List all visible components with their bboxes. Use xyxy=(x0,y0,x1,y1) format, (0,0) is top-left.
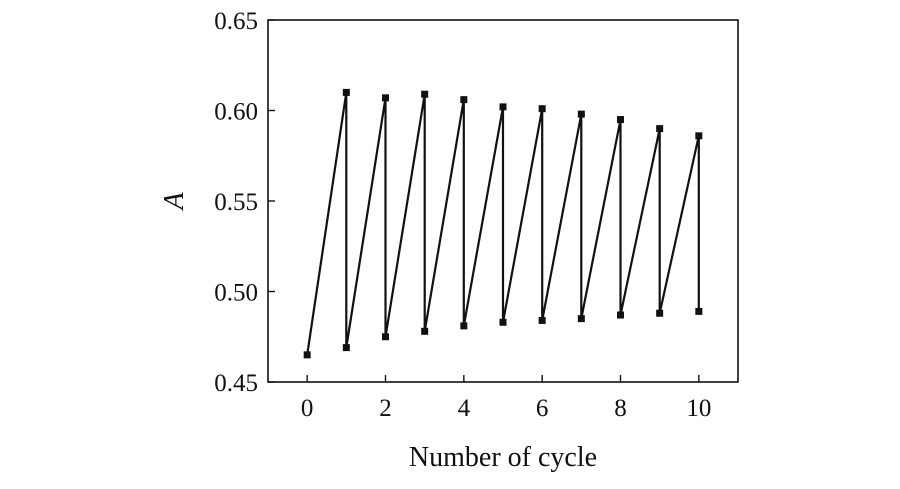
data-point xyxy=(577,315,585,323)
data-point xyxy=(421,327,429,335)
data-point xyxy=(617,311,624,319)
tick-labels: 0 2 4 6 8 10 0.45 0.50 0.55 0.60 0.65 xyxy=(214,8,711,422)
data-point xyxy=(695,307,703,315)
data-point xyxy=(499,103,507,111)
data-point xyxy=(382,94,389,102)
data-point xyxy=(617,116,624,124)
x-tick-label: 6 xyxy=(536,395,549,422)
y-tick-label: 0.65 xyxy=(214,8,258,35)
x-tick-label: 4 xyxy=(458,395,471,422)
x-tick-label: 2 xyxy=(379,395,392,422)
data-series xyxy=(303,88,703,359)
data-point xyxy=(538,316,546,324)
y-tick-label: 0.60 xyxy=(214,99,258,126)
x-tick-label: 10 xyxy=(686,395,711,422)
data-point xyxy=(342,88,350,96)
data-point xyxy=(460,322,468,330)
y-tick-label: 0.50 xyxy=(214,280,258,307)
x-tick-label: 0 xyxy=(301,395,314,422)
y-axis-label: A xyxy=(159,192,190,212)
y-tick-label: 0.55 xyxy=(214,189,258,216)
data-point xyxy=(577,110,585,118)
x-tick-label: 8 xyxy=(614,395,627,422)
data-point xyxy=(382,333,389,341)
data-point xyxy=(342,344,350,352)
y-tick-label: 0.45 xyxy=(214,370,258,397)
data-point xyxy=(421,90,429,98)
data-point xyxy=(695,132,703,140)
x-axis-label: Number of cycle xyxy=(409,442,597,473)
data-point xyxy=(656,309,664,317)
data-point xyxy=(460,96,468,104)
axis-ticks xyxy=(268,19,700,383)
data-point xyxy=(303,351,311,359)
data-point xyxy=(656,125,664,133)
series-line xyxy=(306,92,700,355)
data-point xyxy=(538,105,546,113)
data-point xyxy=(499,318,507,326)
